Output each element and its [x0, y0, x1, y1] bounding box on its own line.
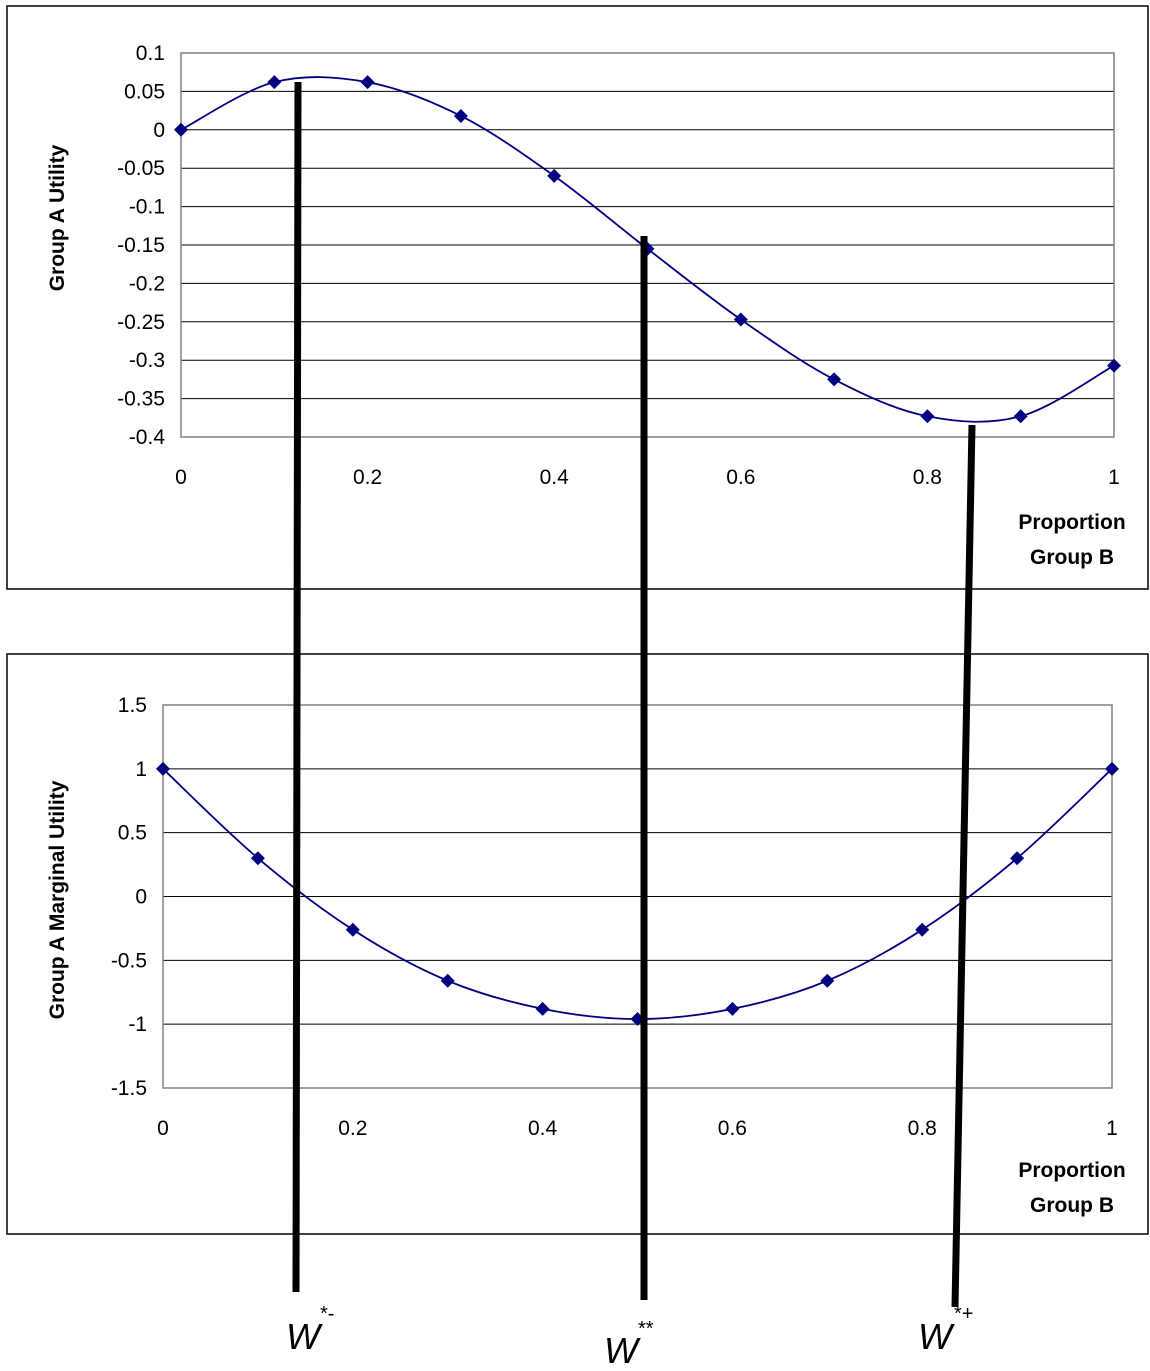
- x-tick-label: 1: [1108, 466, 1120, 489]
- x-tick-label: 0: [157, 1117, 169, 1140]
- x-tick-label: 0.2: [338, 1117, 367, 1140]
- data-point-marker: [915, 922, 930, 937]
- marginal-utility-chart: 1.5 1 0.5 0 -0.5 -1 -1.5 0 0.2 0.4 0.6 0.8 1 Group …: [6, 653, 1149, 1235]
- y-tick-label: 0: [153, 119, 165, 142]
- y-tick-label: 1.5: [118, 694, 147, 717]
- w-plus-label: W *+: [918, 1303, 973, 1357]
- data-point-marker: [820, 973, 835, 988]
- x-tick-label: 0.6: [718, 1117, 747, 1140]
- w-plus-superscript: *+: [954, 1303, 973, 1325]
- marginal-utility-x-axis-title-line1: Proportion: [1018, 1159, 1125, 1182]
- data-point-marker: [547, 168, 562, 183]
- utility-chart: 0.1 0.05 0 -0.05 -0.1 -0.15 -0.2 -0.25 -0.3 -0.35…: [6, 5, 1149, 590]
- data-point-marker: [725, 1001, 740, 1016]
- utility-chart-frame: [6, 5, 1149, 590]
- y-tick-label: 0.05: [124, 80, 165, 103]
- w-star-base: W: [604, 1330, 641, 1371]
- marginal-utility-gridlines: [163, 768, 1112, 1025]
- data-point-marker: [1010, 851, 1025, 866]
- marginal-utility-x-axis-title-line2: Group B: [1030, 1194, 1114, 1217]
- utility-markers: [174, 75, 1121, 424]
- w-minus-base: W: [286, 1316, 323, 1357]
- w-star-label: W **: [604, 1318, 654, 1371]
- data-point-marker: [1107, 358, 1121, 373]
- y-tick-label: 0.1: [136, 42, 165, 65]
- utility-x-tick-labels: 0 0.2 0.4 0.6 0.8 1: [175, 466, 1120, 489]
- y-tick-label: -0.2: [129, 272, 165, 295]
- marginal-utility-plot-area: [162, 704, 1113, 1089]
- y-tick-label: -1.5: [111, 1077, 147, 1100]
- utility-x-axis-title-line1: Proportion: [1018, 511, 1125, 534]
- utility-y-axis-title: Group A Utility: [46, 144, 69, 291]
- w-minus-superscript: *-: [320, 1303, 334, 1325]
- data-point-marker: [360, 75, 375, 90]
- y-tick-label: -0.25: [117, 311, 165, 334]
- y-tick-label: -0.1: [129, 196, 165, 219]
- data-point-marker: [1013, 409, 1028, 424]
- marginal-utility-y-axis-title: Group A Marginal Utility: [46, 780, 69, 1019]
- y-tick-label: -0.35: [117, 388, 165, 411]
- w-minus-label: W *-: [286, 1303, 334, 1357]
- data-point-marker: [733, 312, 748, 327]
- x-tick-label: 0.6: [726, 466, 755, 489]
- marginal-utility-chart-frame: [6, 653, 1149, 1235]
- y-tick-label: -0.5: [111, 949, 147, 972]
- w-plus-base: W: [918, 1316, 955, 1357]
- marginal-utility-y-tick-labels: 1.5 1 0.5 0 -0.5 -1 -1.5: [111, 694, 147, 1100]
- data-point-marker: [156, 761, 170, 776]
- utility-y-tick-labels: 0.1 0.05 0 -0.05 -0.1 -0.15 -0.2 -0.25 -0.3 -0.35…: [117, 42, 165, 449]
- y-tick-label: -0.4: [129, 426, 166, 449]
- data-point-marker: [535, 1001, 550, 1016]
- y-tick-label: -0.15: [117, 234, 165, 257]
- x-tick-label: 1: [1106, 1117, 1118, 1140]
- marginal-utility-markers: [156, 761, 1119, 1027]
- data-point-marker: [920, 409, 935, 424]
- w-star-superscript: **: [638, 1318, 654, 1340]
- w-plus-marker-line: [951, 424, 976, 1308]
- y-tick-label: 1: [135, 758, 147, 781]
- data-point-marker: [267, 75, 282, 90]
- data-point-marker: [345, 922, 360, 937]
- x-tick-label: 0.2: [353, 466, 382, 489]
- data-point-marker: [440, 973, 455, 988]
- x-tick-label: 0.8: [913, 466, 942, 489]
- x-tick-label: 0.4: [540, 466, 570, 489]
- y-tick-label: -0.3: [129, 349, 165, 372]
- w-minus-marker-line: [292, 81, 302, 1293]
- x-tick-label: 0: [175, 466, 187, 489]
- data-point-marker: [827, 372, 842, 387]
- utility-x-axis-title-line2: Group B: [1030, 546, 1114, 569]
- data-point-marker: [174, 122, 188, 137]
- x-tick-label: 0.4: [528, 1117, 558, 1140]
- y-tick-label: -1: [128, 1013, 147, 1036]
- y-tick-label: 0: [135, 886, 147, 909]
- data-point-marker: [453, 108, 468, 123]
- y-tick-label: 0.5: [118, 822, 147, 845]
- data-point-marker: [1105, 761, 1119, 776]
- marginal-utility-x-tick-labels: 0 0.2 0.4 0.6 0.8 1: [157, 1117, 1118, 1140]
- data-point-marker: [250, 851, 265, 866]
- x-tick-label: 0.8: [908, 1117, 937, 1140]
- y-tick-label: -0.05: [117, 157, 165, 180]
